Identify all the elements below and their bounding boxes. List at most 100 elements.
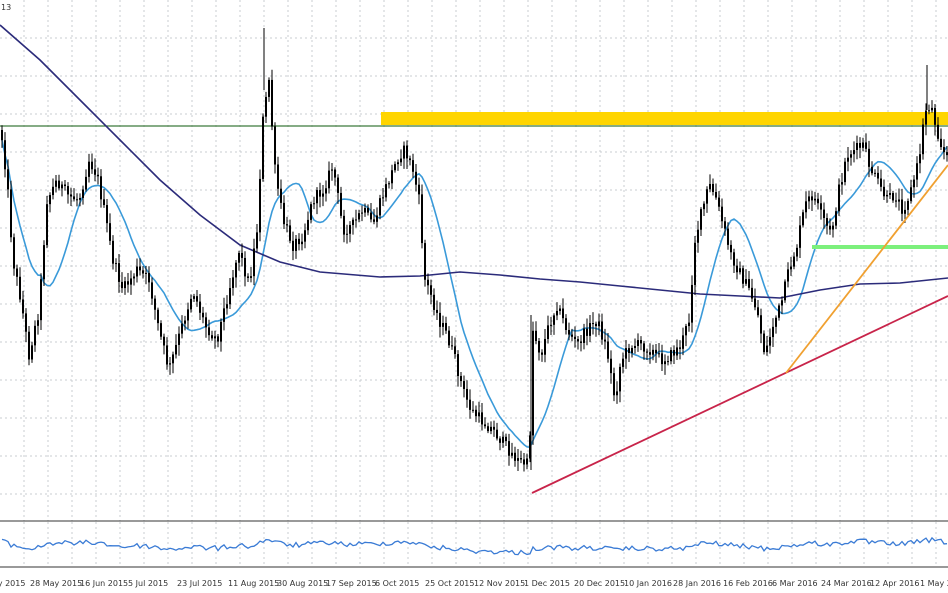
candle-body [526, 458, 528, 465]
candle-body [736, 265, 738, 273]
fast-moving-average-line [1, 140, 948, 449]
candle-body [304, 230, 306, 242]
candle-body [241, 252, 243, 258]
candle-body [520, 458, 522, 460]
candle-body [268, 79, 270, 97]
candle-body [940, 138, 942, 148]
candle-body [244, 257, 246, 277]
candle-body [706, 189, 708, 204]
candle-body [925, 110, 927, 125]
candle-body [256, 232, 258, 249]
candle-body [568, 329, 570, 335]
candle-body [79, 197, 81, 200]
candle-body [25, 313, 27, 332]
candle-body [307, 219, 309, 231]
candle-body [430, 285, 432, 295]
candle-body [844, 161, 846, 183]
annotation-layer-front [531, 164, 948, 494]
candle-body [172, 354, 174, 364]
candle-body [316, 190, 318, 204]
candle-body [946, 152, 948, 156]
candle-body [253, 248, 255, 277]
candle-body [865, 142, 867, 149]
candle-body [880, 178, 882, 187]
candle-body [709, 183, 711, 190]
candle-body [823, 209, 825, 219]
candle-body [193, 296, 195, 299]
candle-body [388, 183, 390, 185]
candle-body [247, 276, 249, 278]
candle-body [790, 266, 792, 270]
candle-body [298, 238, 300, 245]
candle-body [109, 223, 111, 241]
candle-body [28, 331, 30, 360]
candle-body [760, 315, 762, 334]
candle-body [229, 288, 231, 305]
candle-body [364, 207, 366, 213]
candle-body [439, 312, 441, 327]
candle-body [538, 340, 540, 353]
candle-body [163, 336, 165, 346]
candle-body [415, 171, 417, 185]
x-tick-label: 1 Dec 2015 [524, 579, 570, 588]
candle-body [448, 330, 450, 346]
x-tick-label: 17 Sep 2015 [326, 579, 377, 588]
candle-body [220, 321, 222, 342]
candle-body [484, 424, 486, 427]
candle-body [871, 166, 873, 174]
corner-label: 13 [1, 3, 11, 12]
x-tick-label: 1 May 2 [920, 579, 948, 588]
candle-body [811, 196, 813, 201]
candle-body [862, 142, 864, 148]
chart-grid [0, 0, 948, 566]
candle-body [820, 203, 822, 210]
candle-body [613, 373, 615, 396]
candle-body [340, 192, 342, 216]
x-tick-label: 25 Oct 2015 [425, 579, 474, 588]
candle-body [445, 322, 447, 331]
candle-body [217, 336, 219, 342]
candle-body [598, 321, 600, 327]
x-tick-label: 28 Jan 2016 [673, 579, 721, 588]
x-tick-label: 28 May 2015 [30, 579, 82, 588]
candle-body [145, 272, 147, 274]
candle-body [55, 180, 57, 187]
candle-body [466, 388, 468, 400]
candle-body [532, 330, 534, 436]
candle-body [19, 276, 21, 300]
candle-body [742, 268, 744, 284]
candle-body [367, 207, 369, 213]
candle-body [835, 211, 837, 226]
candle-body [685, 326, 687, 336]
candle-body [34, 325, 36, 346]
candle-body [277, 164, 279, 189]
candle-body [7, 169, 9, 190]
candle-body [403, 145, 405, 159]
x-tick-label: 20 Dec 2015 [574, 579, 625, 588]
candle-body [700, 209, 702, 230]
candle-body [913, 179, 915, 188]
candle-body [1, 130, 3, 141]
candle-body [280, 188, 282, 203]
candle-body [139, 266, 141, 271]
candle-body [778, 305, 780, 318]
candle-body [577, 339, 579, 342]
candle-body [604, 339, 606, 342]
candle-body [640, 340, 642, 344]
candle-body [769, 337, 771, 346]
x-tick-label: 16 Feb 2016 [723, 579, 773, 588]
candle-body [130, 278, 132, 285]
candle-body [283, 202, 285, 225]
candle-body [565, 318, 567, 330]
candle-body [688, 322, 690, 327]
candle-body [787, 269, 789, 282]
candle-body [712, 183, 714, 192]
candle-body [628, 348, 630, 353]
x-tick-label: 23 Jul 2015 [177, 579, 222, 588]
candle-body [667, 361, 669, 363]
candle-body [766, 345, 768, 353]
candle-body [502, 436, 504, 443]
candle-body [562, 308, 564, 319]
x-tick-label: May 2015 [0, 579, 25, 588]
